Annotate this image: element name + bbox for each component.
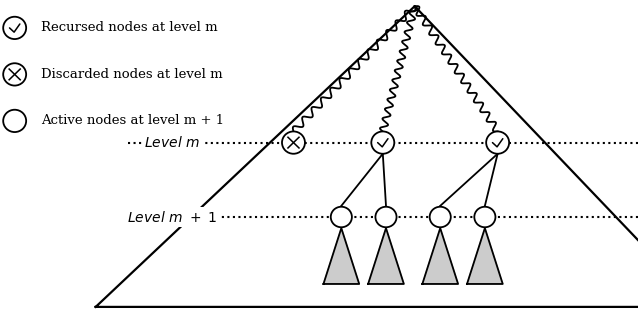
Polygon shape <box>467 228 503 284</box>
Circle shape <box>3 17 26 39</box>
Text: $\it{Level}\ \it{m}\ +\ \mathit{1}$: $\it{Level}\ \it{m}\ +\ \mathit{1}$ <box>127 210 218 224</box>
Circle shape <box>486 131 509 154</box>
Text: Recursed nodes at level m: Recursed nodes at level m <box>41 21 218 34</box>
Polygon shape <box>422 228 458 284</box>
Polygon shape <box>323 228 359 284</box>
Circle shape <box>375 207 397 227</box>
Circle shape <box>429 207 451 227</box>
Circle shape <box>474 207 496 227</box>
Circle shape <box>3 110 26 132</box>
Circle shape <box>282 131 305 154</box>
Circle shape <box>371 131 394 154</box>
Text: Discarded nodes at level m: Discarded nodes at level m <box>41 68 223 81</box>
Text: $\it{Level}\ \it{m}$: $\it{Level}\ \it{m}$ <box>144 135 200 150</box>
Text: Active nodes at level m + 1: Active nodes at level m + 1 <box>41 114 225 127</box>
Circle shape <box>330 207 352 227</box>
Polygon shape <box>368 228 404 284</box>
Circle shape <box>3 63 26 86</box>
